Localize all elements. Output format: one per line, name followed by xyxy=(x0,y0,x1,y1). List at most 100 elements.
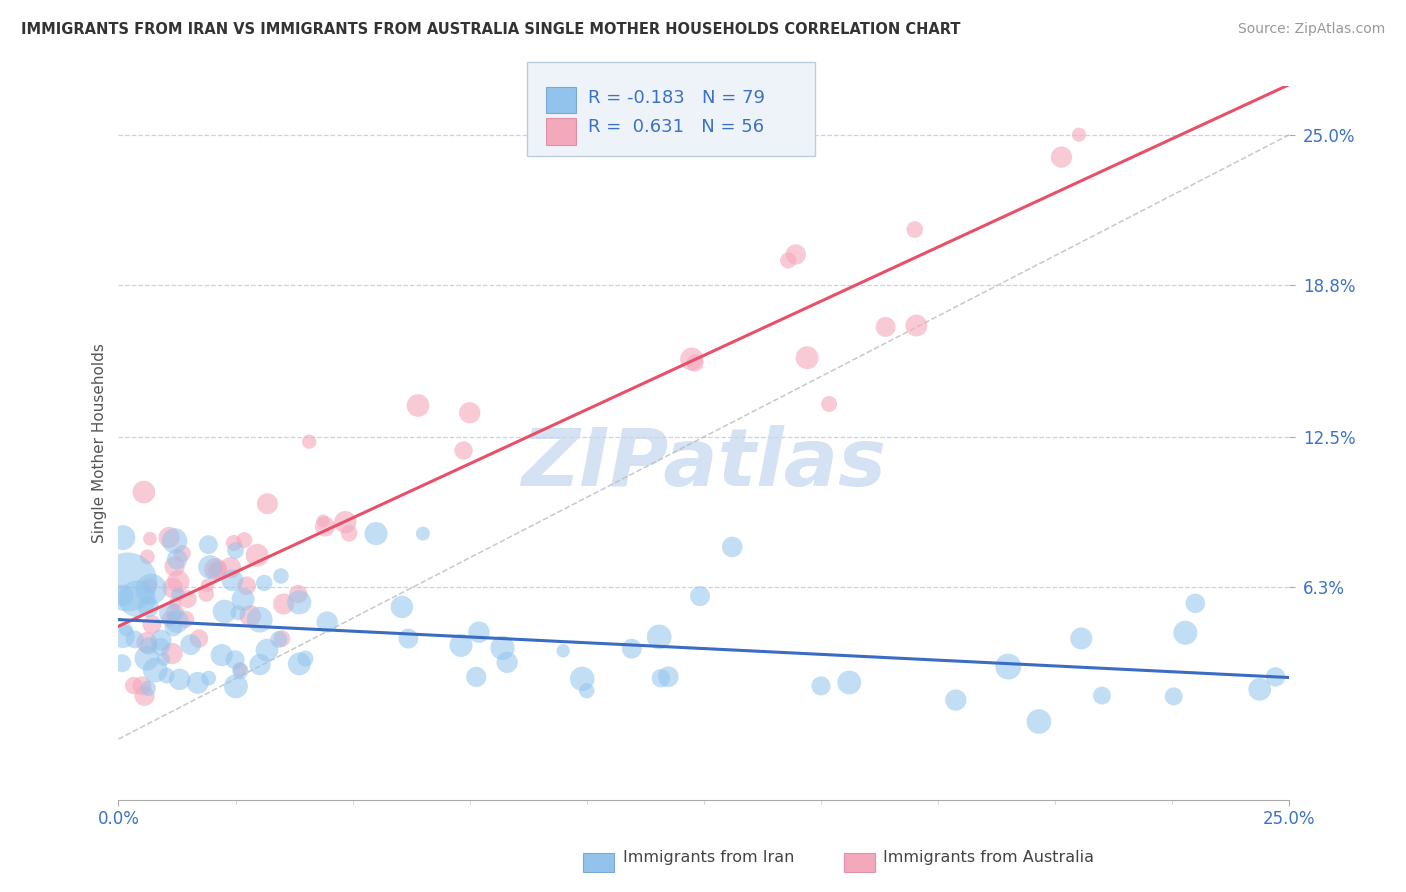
Point xyxy=(172,547,194,561)
Point xyxy=(249,657,271,672)
Point xyxy=(204,562,226,576)
Point xyxy=(721,540,744,554)
Point xyxy=(256,497,278,511)
Point xyxy=(166,552,188,566)
Point xyxy=(159,606,181,620)
Point xyxy=(197,538,219,552)
Point xyxy=(229,662,252,676)
Point xyxy=(458,406,481,420)
Text: Source: ZipAtlas.com: Source: ZipAtlas.com xyxy=(1237,22,1385,37)
Point xyxy=(689,589,711,603)
Point xyxy=(650,671,672,685)
Point xyxy=(287,587,309,601)
Point xyxy=(298,434,321,449)
Point xyxy=(143,663,166,677)
Point xyxy=(122,679,145,693)
Point xyxy=(162,581,184,595)
Point xyxy=(253,575,276,590)
Y-axis label: Single Mother Households: Single Mother Households xyxy=(93,343,107,543)
Point xyxy=(162,621,184,635)
Point xyxy=(219,560,242,574)
Point xyxy=(160,647,183,661)
Point xyxy=(997,659,1019,673)
Point xyxy=(198,560,221,574)
Point xyxy=(288,657,311,671)
Point xyxy=(141,582,163,597)
Point xyxy=(139,579,162,593)
Point xyxy=(174,612,197,626)
Point xyxy=(273,597,295,611)
Point xyxy=(465,670,488,684)
Point xyxy=(207,562,229,576)
Point xyxy=(1184,596,1206,610)
Point xyxy=(406,399,429,413)
Point xyxy=(132,485,155,500)
Point xyxy=(221,574,243,588)
Point xyxy=(136,599,159,614)
Point xyxy=(1067,128,1090,142)
Point xyxy=(225,679,247,693)
Point xyxy=(232,592,254,607)
Point xyxy=(620,641,643,656)
Point xyxy=(1050,150,1073,164)
Point xyxy=(211,648,233,662)
Point xyxy=(256,643,278,657)
Point xyxy=(904,222,927,236)
Point xyxy=(139,532,162,546)
Point xyxy=(224,653,246,667)
Point xyxy=(810,679,832,693)
Point xyxy=(1028,714,1050,729)
Point xyxy=(169,673,191,687)
Point xyxy=(225,543,247,558)
Point xyxy=(796,351,818,365)
Text: R =  0.631   N = 56: R = 0.631 N = 56 xyxy=(588,118,763,136)
Point xyxy=(134,689,156,703)
Text: Immigrants from Australia: Immigrants from Australia xyxy=(883,850,1094,864)
Point xyxy=(195,587,218,601)
Point xyxy=(167,588,190,602)
Point xyxy=(785,247,807,261)
Point xyxy=(163,559,186,574)
Point xyxy=(239,609,262,624)
Point xyxy=(271,632,294,646)
Point xyxy=(138,639,160,653)
Point xyxy=(197,671,219,685)
Point xyxy=(127,591,149,606)
Point xyxy=(235,579,257,593)
Point xyxy=(945,693,967,707)
Point xyxy=(335,515,357,529)
Point xyxy=(364,526,387,541)
Point xyxy=(314,519,336,533)
Point xyxy=(1174,625,1197,640)
Point xyxy=(337,526,360,541)
Point xyxy=(288,595,311,609)
Point xyxy=(1091,689,1114,703)
Point xyxy=(135,635,157,649)
Point xyxy=(412,526,434,541)
Point xyxy=(163,606,186,620)
Point xyxy=(875,319,897,334)
Point xyxy=(778,253,800,268)
Point xyxy=(1264,670,1286,684)
Point xyxy=(214,605,236,619)
Point xyxy=(496,656,519,670)
Point xyxy=(270,569,292,583)
Point xyxy=(226,606,249,620)
Point xyxy=(157,531,180,545)
Point xyxy=(312,514,335,528)
Point xyxy=(152,652,174,666)
Point xyxy=(838,675,860,690)
Text: ZIPatlas: ZIPatlas xyxy=(522,425,886,503)
Point xyxy=(575,683,598,698)
Point xyxy=(111,656,134,670)
Point xyxy=(111,589,134,603)
Point xyxy=(818,397,841,411)
Text: R = -0.183   N = 79: R = -0.183 N = 79 xyxy=(588,89,765,107)
Point xyxy=(112,629,135,643)
Point xyxy=(136,681,159,696)
Point xyxy=(111,531,134,545)
Point xyxy=(905,318,928,333)
Point xyxy=(195,578,218,592)
Point xyxy=(391,599,413,614)
Text: IMMIGRANTS FROM IRAN VS IMMIGRANTS FROM AUSTRALIA SINGLE MOTHER HOUSEHOLDS CORRE: IMMIGRANTS FROM IRAN VS IMMIGRANTS FROM … xyxy=(21,22,960,37)
